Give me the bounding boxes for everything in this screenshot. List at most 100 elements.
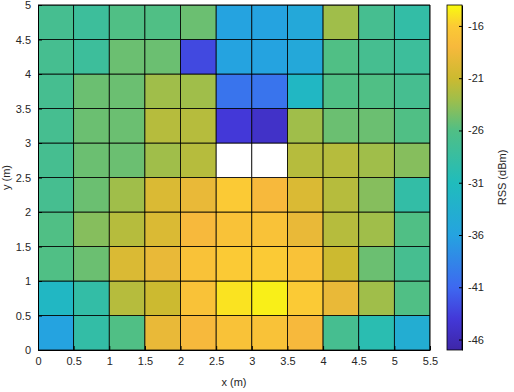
cell <box>216 247 252 282</box>
cell <box>252 247 288 282</box>
tick: -46 <box>459 334 484 346</box>
cell <box>74 212 110 247</box>
cell <box>359 74 395 109</box>
tick-mark <box>38 40 42 41</box>
tick-label: 3.5 <box>16 103 31 115</box>
tick-mark <box>459 78 462 79</box>
cell <box>359 178 395 213</box>
colorbar-title: RSS (dBm) <box>496 150 508 206</box>
tick-label: 4 <box>321 355 327 367</box>
cell <box>38 212 74 247</box>
x-axis: 00.511.522.533.544.555.5 <box>35 346 438 367</box>
tick-label: 1.5 <box>16 241 31 253</box>
tick: 4.5 <box>16 34 42 46</box>
cell <box>109 143 145 178</box>
cell <box>287 316 323 351</box>
cell <box>252 178 288 213</box>
tick-label: -46 <box>468 334 484 346</box>
tick-label: 1 <box>25 275 31 287</box>
x-axis-title: x (m) <box>221 376 246 388</box>
tick-mark <box>109 346 110 350</box>
cell <box>394 109 430 144</box>
tick-mark <box>38 247 42 248</box>
cell <box>145 74 181 109</box>
tick: 5 <box>25 0 42 11</box>
cell <box>287 74 323 109</box>
cell <box>394 40 430 75</box>
tick-label: 5 <box>25 0 31 11</box>
cell <box>216 109 252 144</box>
tick-label: -16 <box>468 20 484 32</box>
cell <box>216 5 252 40</box>
tick-label: 3.5 <box>280 355 295 367</box>
cell <box>323 212 359 247</box>
cell <box>109 281 145 316</box>
tick-label: 4.5 <box>352 355 367 367</box>
cell <box>74 109 110 144</box>
tick: -41 <box>459 281 484 293</box>
cell <box>394 74 430 109</box>
cell <box>252 109 288 144</box>
cell <box>74 281 110 316</box>
cell <box>394 5 430 40</box>
tick: 1.5 <box>138 346 153 367</box>
tick-mark <box>38 281 42 282</box>
cell <box>287 247 323 282</box>
cell <box>216 40 252 75</box>
cell <box>216 143 252 178</box>
tick: 3.5 <box>16 103 42 115</box>
tick: -36 <box>459 229 484 241</box>
cell <box>359 212 395 247</box>
cell <box>216 212 252 247</box>
cell <box>38 74 74 109</box>
tick-label: 4 <box>25 68 31 80</box>
frame <box>430 5 431 350</box>
chart: 00.511.522.533.544.555.500.511.522.533.5… <box>0 0 514 392</box>
tick: 4.5 <box>352 346 367 367</box>
cell <box>359 40 395 75</box>
cell <box>216 74 252 109</box>
tick-label: 0 <box>35 355 41 367</box>
cell <box>252 212 288 247</box>
cell <box>252 316 288 351</box>
colorbar-axis: -46-41-36-31-26-21-16 <box>459 6 484 351</box>
tick-mark <box>394 346 395 350</box>
tick-label: -31 <box>468 177 484 189</box>
cell <box>287 281 323 316</box>
tick: -31 <box>459 177 484 189</box>
tick-label: 0.5 <box>66 355 81 367</box>
cell <box>109 40 145 75</box>
cell <box>38 40 74 75</box>
cell <box>38 5 74 40</box>
cell <box>181 40 217 75</box>
tick-mark <box>74 346 75 350</box>
tick-mark <box>459 130 462 131</box>
cell <box>74 247 110 282</box>
cell <box>323 316 359 351</box>
cell <box>109 247 145 282</box>
cell <box>181 109 217 144</box>
cell <box>181 281 217 316</box>
cell <box>181 212 217 247</box>
cell <box>38 316 74 351</box>
cell <box>109 212 145 247</box>
cell <box>74 316 110 351</box>
tick: 3 <box>25 137 42 149</box>
cell <box>252 74 288 109</box>
tick-mark <box>287 346 288 350</box>
cell <box>287 178 323 213</box>
tick-mark <box>359 346 360 350</box>
cell <box>323 178 359 213</box>
tick: 2 <box>178 346 184 367</box>
cell <box>323 40 359 75</box>
tick-mark <box>252 346 253 350</box>
tick-label: 1.5 <box>138 355 153 367</box>
tick-label: 3 <box>25 137 31 149</box>
cell <box>38 143 74 178</box>
cell <box>181 247 217 282</box>
tick-mark <box>38 316 42 317</box>
cell <box>216 178 252 213</box>
cell <box>38 281 74 316</box>
tick: 2.5 <box>209 346 224 367</box>
cell <box>145 247 181 282</box>
